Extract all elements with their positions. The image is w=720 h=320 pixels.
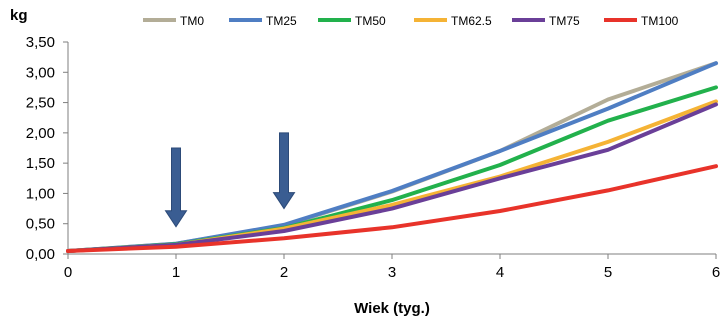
x-tick-label: 1 <box>172 264 180 281</box>
y-tick-label: 0,50 <box>26 216 55 233</box>
x-tick-label: 6 <box>712 264 720 281</box>
x-tick-label: 0 <box>64 264 72 281</box>
series-lines <box>66 61 718 253</box>
y-tick-label: 2,50 <box>26 95 55 112</box>
legend: TM0 TM25 TM50 TM62.5 TM75 TM100 <box>143 14 679 28</box>
down-arrow-icon <box>164 147 188 228</box>
annotation-arrows <box>164 132 296 228</box>
x-tick-label: 4 <box>496 264 504 281</box>
y-tick-label: 1,50 <box>26 155 55 172</box>
series-line-tm0 <box>66 61 718 253</box>
legend-label: TM62.5 <box>451 14 492 28</box>
legend-label: TM25 <box>266 14 297 28</box>
y-axis-title: kg <box>10 7 28 24</box>
series-line-tm100 <box>66 164 718 253</box>
y-tick-label: 2,00 <box>26 125 55 142</box>
axes: 0,00 0,50 1,00 1,50 2,00 2,50 3,00 3,50 0 1 2 3 4 5 6 <box>26 34 720 281</box>
legend-label: TM50 <box>355 14 386 28</box>
x-tick-label: 2 <box>280 264 288 281</box>
legend-label: TM100 <box>641 14 679 28</box>
legend-label: TM0 <box>180 14 204 28</box>
legend-label: TM75 <box>549 14 580 28</box>
y-tick-label: 3,00 <box>26 64 55 81</box>
y-tick-label: 1,00 <box>26 185 55 202</box>
down-arrow-icon <box>272 132 296 210</box>
y-tick-label: 3,50 <box>26 34 55 51</box>
series-line-tm25 <box>66 61 718 253</box>
y-tick-label: 0,00 <box>26 246 55 263</box>
x-axis-title: Wiek (tyg.) <box>354 300 430 317</box>
x-tick-label: 5 <box>604 264 612 281</box>
x-tick-label: 3 <box>388 264 396 281</box>
